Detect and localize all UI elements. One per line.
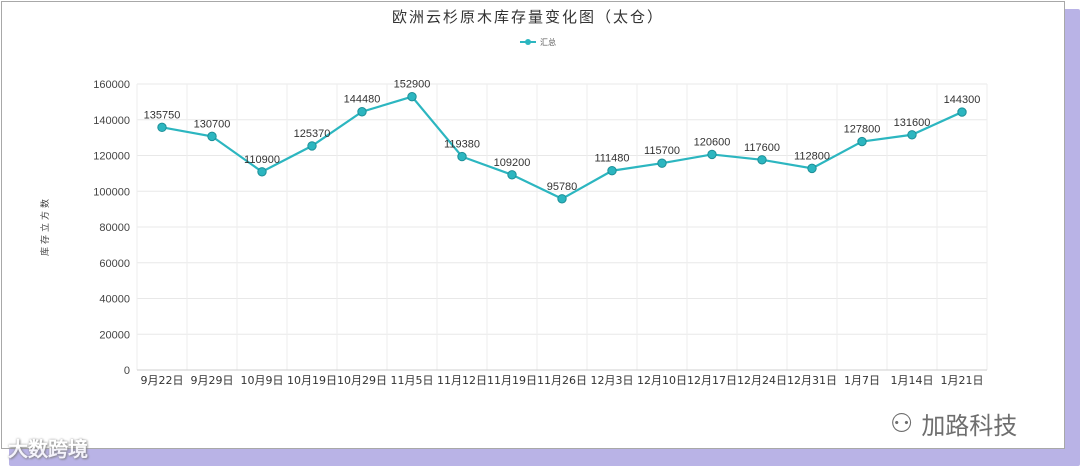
data-point <box>257 167 267 177</box>
data-label: 119380 <box>444 139 480 151</box>
data-point <box>307 141 317 151</box>
data-label: 110900 <box>244 154 280 166</box>
watermark-left-text: 大数跨境 <box>8 437 88 461</box>
x-tick-label: 11月26日 <box>537 374 587 387</box>
y-axis-label: 库存立方数 <box>39 196 51 256</box>
data-point <box>707 149 717 160</box>
data-point <box>757 155 767 165</box>
data-label: 127800 <box>844 124 881 136</box>
chart-title: 欧洲云杉原木库存量变化图（太仓） <box>392 8 664 26</box>
y-tick-label: 20000 <box>99 329 130 341</box>
data-labels: 135750 130700 110900 125370 144480 152900 1193… <box>144 79 981 193</box>
x-tick-label: 12月24日 <box>737 374 787 387</box>
data-label: 115700 <box>644 145 680 157</box>
chart-frame <box>1 1 1065 449</box>
data-label: 144300 <box>944 94 981 106</box>
data-label: 120600 <box>694 136 731 148</box>
data-points <box>157 91 967 204</box>
data-point <box>957 107 967 117</box>
y-tick-label: 60000 <box>99 258 130 270</box>
watermark-right-text: 加路科技 <box>921 412 1018 440</box>
x-tick-label: 9月29日 <box>191 374 234 387</box>
watermark-left: 大数跨境 <box>8 433 88 462</box>
data-point <box>157 122 167 133</box>
data-point <box>507 170 517 180</box>
x-tick-label: 12月3日 <box>591 374 634 387</box>
data-label: 117600 <box>744 142 780 154</box>
y-tick-label: 0 <box>124 365 130 377</box>
y-tick-label: 40000 <box>99 294 130 306</box>
data-label: 95780 <box>547 181 578 193</box>
x-tick-label: 11月12日 <box>437 374 487 387</box>
x-tick-label: 1月21日 <box>941 374 984 387</box>
x-tick-label: 10月9日 <box>241 374 284 387</box>
y-tick-label: 140000 <box>93 115 130 127</box>
y-tick-label: 100000 <box>93 186 130 198</box>
data-point <box>357 107 367 117</box>
x-tick-label: 1月14日 <box>891 374 934 387</box>
data-label: 112800 <box>794 150 830 162</box>
data-label: 135750 <box>144 109 181 121</box>
data-point <box>607 166 617 176</box>
data-point <box>807 163 817 174</box>
x-tick-label: 11月19日 <box>487 374 537 387</box>
y-tick-label: 160000 <box>93 79 130 91</box>
data-point <box>407 91 417 102</box>
data-point <box>857 136 867 147</box>
data-label: 125370 <box>294 128 331 140</box>
wechat-icon: ⚇ <box>890 408 914 439</box>
data-label: 109200 <box>494 157 531 169</box>
x-tick-label: 12月17日 <box>687 374 737 387</box>
y-tick-label: 80000 <box>99 222 130 234</box>
data-label: 111480 <box>594 153 629 165</box>
x-tick-label: 12月10日 <box>637 374 687 387</box>
data-label: 152900 <box>394 79 431 91</box>
data-point <box>907 130 917 140</box>
data-point <box>457 151 467 162</box>
data-label: 144480 <box>344 94 381 106</box>
legend-label: 汇总 <box>540 37 556 47</box>
y-tick-labels: 0 20000 40000 60000 80000 100000 120000 140000 1… <box>93 79 130 377</box>
x-tick-labels: 9月22日 9月29日 10月9日 10月19日 10月29日 11月5日 11月12日 11… <box>141 374 984 387</box>
data-label: 130700 <box>194 118 231 130</box>
x-tick-label: 10月29日 <box>337 374 387 387</box>
x-tick-label: 12月31日 <box>787 374 837 387</box>
data-point <box>557 194 567 204</box>
x-tick-label: 11月5日 <box>391 374 434 387</box>
data-point <box>207 131 217 142</box>
x-tick-label: 9月22日 <box>141 374 184 387</box>
data-point <box>657 158 667 168</box>
watermark-right: ⚇ 加路科技 <box>890 406 1017 441</box>
legend: 汇总 <box>520 37 556 47</box>
data-label: 131600 <box>894 117 931 129</box>
grid <box>136 83 988 371</box>
y-tick-label: 120000 <box>93 151 130 163</box>
x-tick-label: 1月7日 <box>844 374 880 387</box>
x-tick-label: 10月19日 <box>287 374 337 387</box>
